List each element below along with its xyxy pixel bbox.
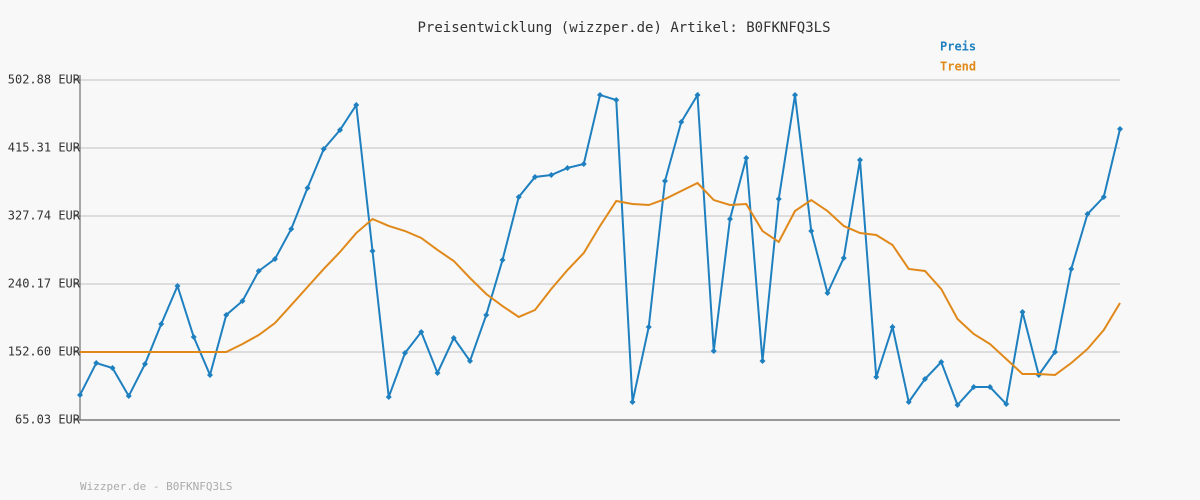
- point: [840, 254, 847, 261]
- point: [418, 328, 425, 335]
- point: [710, 347, 717, 354]
- point: [223, 311, 230, 318]
- y-tick-label: 240.17 EUR: [8, 277, 81, 291]
- point: [288, 225, 295, 232]
- point: [272, 255, 278, 262]
- point: [938, 359, 945, 366]
- point: [158, 320, 165, 327]
- point: [532, 173, 538, 180]
- point: [727, 215, 733, 222]
- point: [369, 247, 376, 254]
- point: [434, 369, 441, 376]
- point: [109, 364, 116, 371]
- point: [483, 311, 490, 318]
- point: [174, 282, 181, 289]
- point: [889, 323, 896, 330]
- point: [207, 371, 213, 378]
- point: [580, 161, 587, 168]
- legend-label: Trend: [940, 60, 976, 74]
- point: [970, 384, 977, 391]
- point: [743, 155, 750, 162]
- y-tick-label: 415.31 EUR: [8, 141, 81, 155]
- point: [857, 156, 863, 163]
- point: [255, 268, 262, 275]
- legend-label: Preis: [940, 40, 976, 54]
- y-tick-label: 152.60 EUR: [8, 345, 81, 359]
- point: [1117, 125, 1123, 132]
- point: [402, 350, 408, 357]
- point: [142, 361, 148, 368]
- point: [239, 297, 246, 304]
- point: [548, 172, 555, 179]
- series-line: [80, 181, 1121, 377]
- point: [1068, 265, 1075, 272]
- point: [1003, 401, 1010, 408]
- point: [93, 360, 100, 367]
- point: [1052, 349, 1058, 355]
- point: [662, 178, 668, 185]
- point: [629, 399, 636, 406]
- point: [1100, 194, 1107, 201]
- point: [905, 399, 912, 406]
- footer: Wizzper.de - B0FKNFQ3LS: [80, 480, 232, 493]
- point: [808, 228, 815, 235]
- point: [922, 376, 928, 383]
- point: [597, 91, 603, 98]
- y-tick-label: 65.03 EUR: [15, 413, 81, 427]
- point: [450, 335, 457, 342]
- point: [320, 146, 327, 153]
- point: [353, 101, 360, 108]
- point: [792, 91, 798, 98]
- point: [1084, 211, 1091, 218]
- point: [694, 91, 701, 98]
- point: [613, 97, 620, 104]
- point: [125, 393, 132, 400]
- y-tick-label: 502.88 EUR: [8, 73, 81, 87]
- point: [190, 334, 197, 341]
- point: [467, 358, 473, 365]
- point: [337, 126, 343, 133]
- point: [645, 323, 652, 330]
- point: [775, 196, 782, 203]
- point: [385, 393, 392, 400]
- point: [499, 256, 506, 263]
- point: [515, 194, 522, 201]
- point: [954, 402, 961, 409]
- point: [873, 374, 880, 381]
- point: [678, 118, 685, 125]
- y-tick-label: 327.74 EUR: [8, 209, 81, 223]
- point: [759, 358, 766, 365]
- chart-title: Preisentwicklung (wizzper.de) Artikel: B…: [417, 20, 830, 36]
- point: [564, 164, 571, 171]
- point: [1019, 309, 1026, 316]
- point: [77, 392, 83, 399]
- point: [987, 384, 993, 391]
- point: [824, 289, 831, 296]
- point: [304, 184, 311, 191]
